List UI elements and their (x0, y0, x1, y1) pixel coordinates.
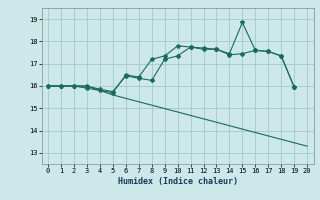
X-axis label: Humidex (Indice chaleur): Humidex (Indice chaleur) (118, 177, 237, 186)
